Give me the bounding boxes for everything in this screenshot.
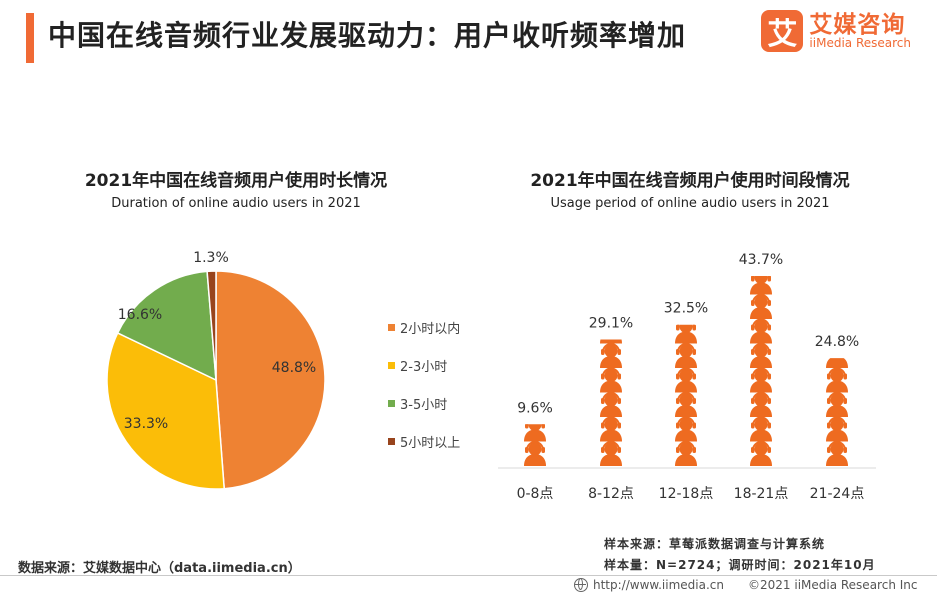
bar-value-label: 43.7% <box>739 252 783 268</box>
brand-mark-icon: 艾 <box>761 10 804 52</box>
page-title: 中国在线音频行业发展驱动力：用户收听频率增加 <box>48 19 687 52</box>
brand-logo: 艾 艾媒咨询 iiMedia Research <box>761 10 911 52</box>
pie-legend: 2小时以内 2-3小时 3-5小时 5小时以上 <box>388 308 460 460</box>
x-tick-label: 21-24点 <box>810 486 865 502</box>
bar-value-label: 29.1% <box>589 315 633 331</box>
bar <box>750 276 772 466</box>
pie-slice <box>206 270 217 381</box>
footer-url-text[interactable]: http://www.iimedia.cn <box>593 578 724 592</box>
pie-slice <box>106 331 226 490</box>
x-tick-label: 8-12点 <box>588 486 634 502</box>
legend-swatch <box>388 437 395 445</box>
legend-label: 3-5小时 <box>400 397 448 413</box>
bar <box>675 324 697 466</box>
bar <box>524 424 546 466</box>
legend-item: 2小时以内 <box>388 308 460 346</box>
pie-value-label: 16.6% <box>118 307 162 323</box>
x-tick-label: 0-8点 <box>517 486 554 502</box>
pie-value-label: 33.3% <box>124 416 168 432</box>
sample-size-note: 样本量：N=2724；调研时间：2021年10月 <box>604 558 876 572</box>
pie-chart: 48.8% 33.3% 16.6% 1.3% <box>106 250 326 490</box>
sample-source-note: 样本来源：草莓派数据调查与计算系统 <box>604 537 826 551</box>
pie-chart-title: 2021年中国在线音频用户使用时长情况 <box>84 171 388 191</box>
legend-swatch <box>388 399 395 407</box>
x-tick-label: 12-18点 <box>659 486 714 502</box>
legend-swatch <box>388 361 395 369</box>
legend-item: 3-5小时 <box>388 384 460 422</box>
pie-value-label: 1.3% <box>193 250 229 266</box>
pie-slice <box>215 270 326 490</box>
legend-label: 2-3小时 <box>400 359 448 375</box>
title-accent-bar <box>26 13 34 63</box>
legend-item: 2-3小时 <box>388 346 460 384</box>
pie-value-label: 48.8% <box>272 360 316 376</box>
x-tick-label: 18-21点 <box>734 486 789 502</box>
pie-chart-subtitle: Duration of online audio users in 2021 <box>111 196 361 211</box>
legend-item: 5小时以上 <box>388 422 460 460</box>
bar-value-label: 32.5% <box>664 301 708 317</box>
brand-text: 艾媒咨询 iiMedia Research <box>809 11 911 50</box>
legend-label: 2小时以内 <box>400 321 461 337</box>
brand-name-en: iiMedia Research <box>809 35 911 50</box>
bar-chart: 9.6% 0-8点 29.1% 8-12点 32.5% 12-18点 43.7% 18-21点… <box>498 252 876 502</box>
bar-chart-subtitle: Usage period of online audio users in 20… <box>550 196 830 211</box>
legend-swatch <box>388 323 395 331</box>
footer-copyright: ©2021 iiMedia Research Inc <box>748 578 918 592</box>
footer-website[interactable]: http://www.iimedia.cn <box>574 578 724 592</box>
bar <box>826 358 848 466</box>
pie-slice <box>116 270 217 382</box>
globe-icon <box>574 578 588 592</box>
brand-name-cn: 艾媒咨询 <box>809 11 906 38</box>
data-source-note: 数据来源：艾媒数据中心（data.iimedia.cn） <box>18 561 301 576</box>
bar-value-label: 24.8% <box>815 334 859 350</box>
bar-chart-title: 2021年中国在线音频用户使用时间段情况 <box>530 171 850 191</box>
legend-label: 5小时以上 <box>400 435 461 451</box>
footer-divider <box>0 575 937 576</box>
bar-value-label: 9.6% <box>517 400 553 416</box>
bar <box>600 339 622 466</box>
